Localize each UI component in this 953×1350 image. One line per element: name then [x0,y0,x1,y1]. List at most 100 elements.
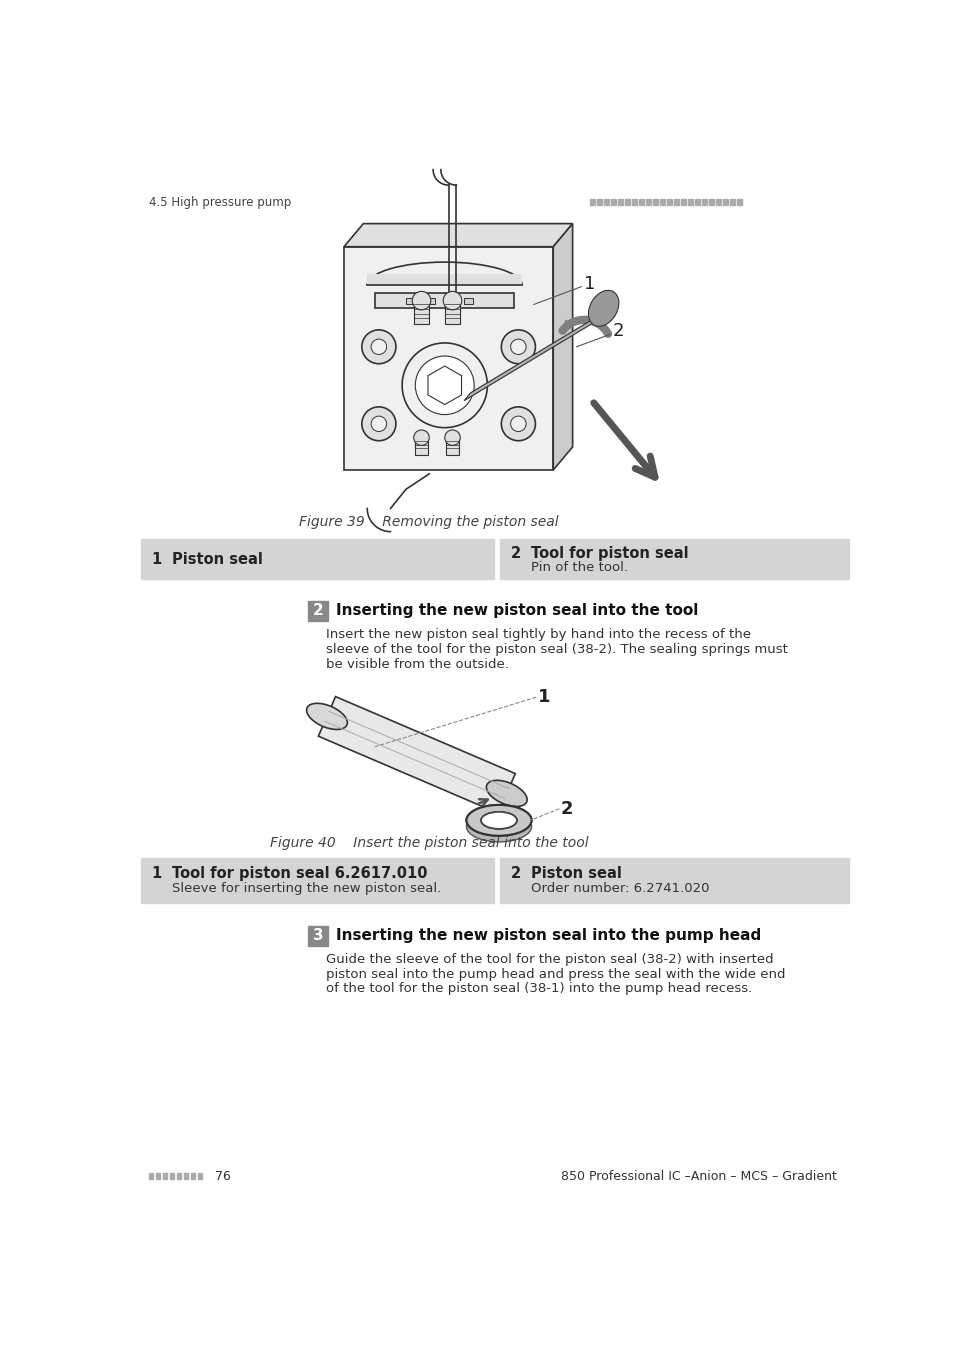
Text: Tool for piston seal: Tool for piston seal [530,545,688,560]
Bar [659,198,664,205]
Bar [444,297,459,324]
Bar [499,859,847,903]
Bar [624,198,629,205]
Text: Figure 39    Removing the piston seal: Figure 39 Removing the piston seal [299,516,558,529]
Text: 1: 1 [152,552,162,567]
Ellipse shape [466,811,531,842]
Bar [141,859,493,903]
Text: sleeve of the tool for the piston seal (38-2). The sealing springs must: sleeve of the tool for the piston seal (… [326,643,787,656]
Bar [639,198,643,205]
Bar [729,198,734,205]
Bar [375,293,514,308]
Text: be visible from the outside.: be visible from the outside. [326,657,509,671]
Circle shape [443,292,461,311]
Bar [191,1173,195,1179]
Bar [162,1173,167,1179]
Bar [414,297,429,324]
Text: 4.5 High pressure pump: 4.5 High pressure pump [149,196,291,208]
Text: 2: 2 [313,603,323,618]
Bar [149,1173,153,1179]
Bar [716,198,720,205]
Text: piston seal into the pump head and press the seal with the wide end: piston seal into the pump head and press… [326,968,785,981]
Bar [308,601,328,621]
Circle shape [402,343,487,428]
Circle shape [444,429,459,446]
Bar [499,539,847,579]
Circle shape [361,329,395,363]
Circle shape [415,356,474,414]
Bar [645,198,650,205]
Ellipse shape [466,805,531,836]
Bar [653,198,658,205]
Text: 3: 3 [313,929,323,944]
Text: Piston seal: Piston seal [530,865,621,882]
Bar [464,298,473,305]
Text: Guide the sleeve of the tool for the piston seal (38-2) with inserted: Guide the sleeve of the tool for the pis… [326,953,773,967]
Text: Pin of the tool.: Pin of the tool. [530,560,627,574]
Bar [446,435,458,455]
Bar [155,1173,160,1179]
Ellipse shape [588,290,618,327]
Polygon shape [318,697,515,813]
Text: Insert the new piston seal tightly by hand into the recess of the: Insert the new piston seal tightly by ha… [326,628,750,641]
Text: Inserting the new piston seal into the pump head: Inserting the new piston seal into the p… [335,929,760,944]
Bar [415,435,427,455]
Text: 850 Professional IC –Anion – MCS – Gradient: 850 Professional IC –Anion – MCS – Gradi… [560,1169,836,1183]
Circle shape [510,416,525,432]
Text: Order number: 6.2741.020: Order number: 6.2741.020 [530,883,708,895]
Text: 2: 2 [612,323,624,340]
Bar [701,198,706,205]
Bar [183,1173,188,1179]
Circle shape [371,416,386,432]
Bar [590,198,595,205]
Bar [604,198,608,205]
Bar [695,198,699,205]
Bar [176,1173,181,1179]
Bar [666,198,671,205]
Text: Sleeve for inserting the new piston seal.: Sleeve for inserting the new piston seal… [172,883,440,895]
Text: 1: 1 [152,865,162,882]
Bar [618,198,622,205]
Circle shape [510,339,525,355]
Bar [444,298,454,305]
Bar [425,298,435,305]
Bar [367,274,521,285]
Polygon shape [553,224,572,470]
Ellipse shape [486,780,527,806]
Polygon shape [464,316,598,401]
Ellipse shape [466,805,531,836]
Polygon shape [344,224,572,247]
Bar [687,198,692,205]
Ellipse shape [306,703,347,729]
Text: Tool for piston seal 6.2617.010: Tool for piston seal 6.2617.010 [172,865,427,882]
Bar [406,298,415,305]
Bar [344,247,553,470]
Bar [141,539,493,579]
Bar [632,198,637,205]
Bar [170,1173,174,1179]
Text: Figure 40    Insert the piston seal into the tool: Figure 40 Insert the piston seal into th… [270,836,588,849]
Text: of the tool for the piston seal (38-1) into the pump head recess.: of the tool for the piston seal (38-1) i… [326,983,752,995]
Text: 1: 1 [583,274,595,293]
Circle shape [414,429,429,446]
Circle shape [412,292,431,311]
Bar [197,1173,202,1179]
Circle shape [371,339,386,355]
Text: 2: 2 [510,545,520,560]
Text: 2: 2 [560,799,573,818]
Ellipse shape [480,811,517,829]
Bar [680,198,685,205]
Ellipse shape [480,811,517,829]
Text: Piston seal: Piston seal [172,552,262,567]
Bar [674,198,679,205]
Text: Inserting the new piston seal into the tool: Inserting the new piston seal into the t… [335,603,698,618]
Text: 2: 2 [510,865,520,882]
Bar [708,198,713,205]
Text: 1: 1 [537,688,550,706]
Circle shape [500,329,535,363]
Circle shape [500,406,535,440]
Bar [308,926,328,946]
Text: 76: 76 [215,1169,231,1183]
Bar [611,198,616,205]
Bar [736,198,740,205]
